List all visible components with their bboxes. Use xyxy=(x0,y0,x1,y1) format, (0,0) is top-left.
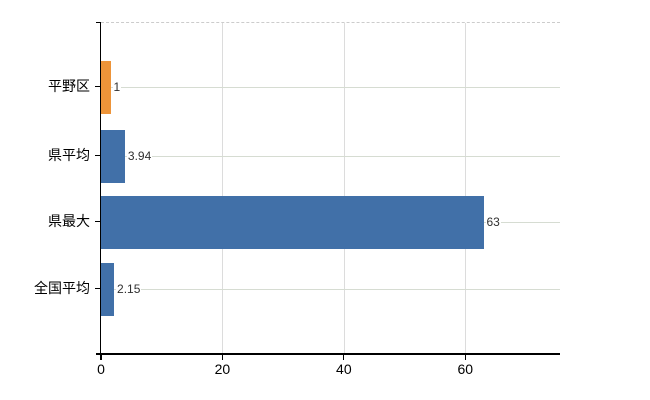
x-tick-60 xyxy=(464,354,466,360)
y-tick-row1 xyxy=(94,155,101,157)
category-label-row1: 県平均 xyxy=(48,147,90,163)
bar-prefecture-average xyxy=(101,129,125,183)
plot-area: 1 3.94 63 2.15 xyxy=(101,22,560,354)
x-tick-label-40: 40 xyxy=(336,361,352,377)
value-label-bar-prefecture-max: 63 xyxy=(485,215,501,229)
category-label-row2: 県最大 xyxy=(48,213,90,229)
category-label-row0: 平野区 xyxy=(48,78,90,94)
bar-hirano-ku xyxy=(101,60,111,114)
bar-national-average xyxy=(101,262,115,316)
y-tick-row2 xyxy=(94,221,101,223)
gridline-horizontal-row3 xyxy=(101,289,560,290)
x-axis-line xyxy=(95,353,560,355)
gridline-vertical-20 xyxy=(222,23,224,354)
gridline-horizontal-row0 xyxy=(101,87,560,88)
x-tick-40 xyxy=(343,354,345,360)
x-tick-20 xyxy=(221,354,224,360)
bar-prefecture-max xyxy=(101,195,484,249)
gridline-vertical-60 xyxy=(465,23,467,354)
x-tick-0 xyxy=(100,354,102,360)
x-tick-label-60: 60 xyxy=(457,361,474,377)
y-tick-row0 xyxy=(94,86,101,88)
x-tick-label-0: 0 xyxy=(97,361,105,377)
y-axis-top-tick xyxy=(95,22,101,24)
value-label-bar-hirano-ku: 1 xyxy=(112,80,122,94)
gridline-vertical-40 xyxy=(343,23,345,354)
y-axis-line xyxy=(99,22,101,355)
category-label-row3: 全国平均 xyxy=(34,280,90,296)
x-tick-label-20: 20 xyxy=(214,361,231,377)
gridline-horizontal-row1 xyxy=(101,156,560,157)
value-label-bar-national-average: 2.15 xyxy=(116,282,142,296)
value-label-bar-prefecture-average: 3.94 xyxy=(126,149,153,163)
y-tick-row3 xyxy=(94,288,101,290)
